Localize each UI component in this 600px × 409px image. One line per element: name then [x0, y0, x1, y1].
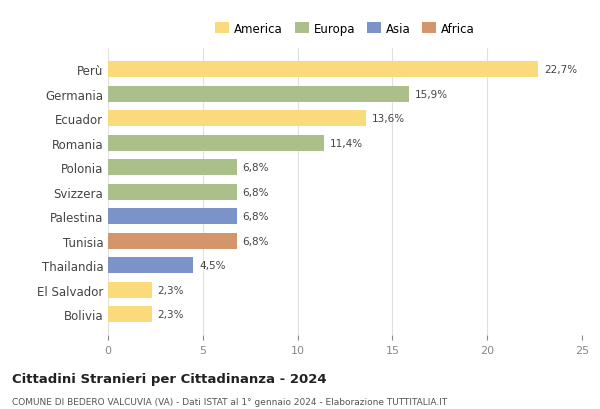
Bar [108, 135, 324, 151]
Text: 15,9%: 15,9% [415, 90, 448, 99]
Text: 2,3%: 2,3% [157, 310, 184, 319]
Bar [108, 111, 366, 127]
Text: 6,8%: 6,8% [242, 187, 269, 197]
Bar [108, 282, 152, 298]
Text: Cittadini Stranieri per Cittadinanza - 2024: Cittadini Stranieri per Cittadinanza - 2… [12, 372, 326, 385]
Bar [108, 306, 152, 322]
Text: 6,8%: 6,8% [242, 163, 269, 173]
Bar [108, 209, 237, 225]
Bar [108, 258, 193, 274]
Text: 4,5%: 4,5% [199, 261, 226, 270]
Bar [108, 160, 237, 176]
Text: 11,4%: 11,4% [330, 138, 363, 148]
Text: COMUNE DI BEDERO VALCUVIA (VA) - Dati ISTAT al 1° gennaio 2024 - Elaborazione TU: COMUNE DI BEDERO VALCUVIA (VA) - Dati IS… [12, 397, 447, 406]
Text: 6,8%: 6,8% [242, 236, 269, 246]
Bar [108, 233, 237, 249]
Bar [108, 62, 538, 78]
Text: 6,8%: 6,8% [242, 212, 269, 222]
Text: 13,6%: 13,6% [371, 114, 404, 124]
Bar [108, 87, 409, 102]
Text: 22,7%: 22,7% [544, 65, 577, 75]
Legend: America, Europa, Asia, Africa: America, Europa, Asia, Africa [211, 18, 479, 40]
Bar [108, 184, 237, 200]
Text: 2,3%: 2,3% [157, 285, 184, 295]
